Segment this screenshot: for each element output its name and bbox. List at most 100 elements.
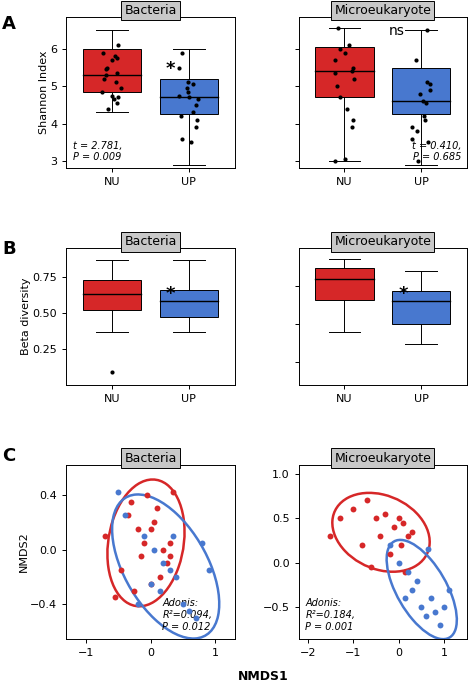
Y-axis label: NMDS2: NMDS2 <box>19 531 29 572</box>
Point <box>349 66 356 76</box>
Point <box>404 566 411 577</box>
Point <box>419 96 427 107</box>
Point <box>99 47 107 58</box>
Title: Microeukaryote: Microeukaryote <box>334 4 431 17</box>
Point <box>205 565 212 576</box>
Point <box>192 122 200 133</box>
Point <box>421 114 429 125</box>
Point <box>381 508 389 519</box>
Point <box>194 94 201 104</box>
Title: Microeukaryote: Microeukaryote <box>334 451 431 464</box>
Point <box>343 103 350 114</box>
Point <box>121 510 128 520</box>
Bar <box>160 290 218 317</box>
Point <box>166 538 173 548</box>
Point <box>188 137 195 148</box>
Bar <box>83 280 141 310</box>
Point <box>150 516 157 527</box>
Point <box>436 619 443 630</box>
Title: Bacteria: Bacteria <box>124 4 177 17</box>
Bar <box>392 68 450 114</box>
Point <box>346 40 353 51</box>
Point <box>113 98 120 109</box>
Point <box>423 98 430 109</box>
Bar <box>315 268 374 300</box>
Bar <box>83 48 141 92</box>
Point <box>397 540 405 550</box>
Point <box>190 107 197 117</box>
Point <box>114 68 121 79</box>
Point <box>175 90 183 101</box>
Y-axis label: Shannon Index: Shannon Index <box>39 51 49 135</box>
Point <box>160 544 167 555</box>
Point <box>140 531 148 542</box>
Point <box>424 77 431 88</box>
Point <box>169 486 177 497</box>
Point <box>118 83 125 94</box>
Point <box>185 92 192 103</box>
Point <box>409 584 416 595</box>
Bar <box>392 291 450 324</box>
Title: Microeukaryote: Microeukaryote <box>334 236 431 249</box>
Point <box>401 593 409 604</box>
Point <box>386 540 393 550</box>
Point <box>160 558 167 569</box>
Point <box>427 85 434 96</box>
Point <box>102 64 110 75</box>
Point <box>144 489 151 500</box>
Point <box>179 599 187 610</box>
Point <box>418 602 425 613</box>
Point <box>440 602 448 613</box>
Point <box>422 611 430 622</box>
Point <box>109 55 116 66</box>
Point <box>386 548 393 559</box>
Point <box>137 551 145 562</box>
Point <box>413 575 420 586</box>
Point <box>199 538 206 548</box>
Text: Adonis:
R²=0.094,
P = 0.012: Adonis: R²=0.094, P = 0.012 <box>162 598 212 632</box>
Point <box>111 51 118 61</box>
Point <box>401 566 409 577</box>
Point <box>336 43 344 54</box>
Point <box>134 599 141 610</box>
Point <box>114 486 122 497</box>
Point <box>327 531 334 542</box>
Point <box>408 122 416 133</box>
Point <box>115 92 122 103</box>
Text: *: * <box>166 59 175 78</box>
Point <box>130 585 138 596</box>
Point <box>109 366 116 377</box>
Point <box>420 111 428 122</box>
Title: Bacteria: Bacteria <box>124 451 177 464</box>
Text: ns: ns <box>388 25 404 38</box>
Point <box>349 62 356 73</box>
Point <box>192 100 200 111</box>
Point <box>177 111 185 122</box>
Text: t = 2.781,
P = 0.009: t = 2.781, P = 0.009 <box>73 141 123 163</box>
Text: B: B <box>2 240 16 258</box>
Bar <box>315 47 374 98</box>
Point <box>166 551 173 562</box>
Point <box>331 68 339 79</box>
Point <box>363 494 371 505</box>
Point <box>192 613 200 624</box>
Point <box>395 557 402 568</box>
Point <box>103 62 110 73</box>
Point <box>377 531 384 542</box>
Point <box>423 25 430 36</box>
Point <box>390 522 398 533</box>
Point <box>173 572 180 583</box>
Point <box>111 592 118 603</box>
Point <box>101 531 109 542</box>
Point <box>349 114 357 125</box>
Point <box>184 77 192 88</box>
Title: Bacteria: Bacteria <box>124 236 177 249</box>
Point <box>395 513 402 524</box>
Point <box>134 524 141 535</box>
Point <box>156 572 164 583</box>
Y-axis label: Beta diversity: Beta diversity <box>21 278 31 355</box>
Point <box>350 73 357 84</box>
Point <box>102 70 109 81</box>
Point <box>114 40 121 51</box>
Point <box>413 126 421 137</box>
